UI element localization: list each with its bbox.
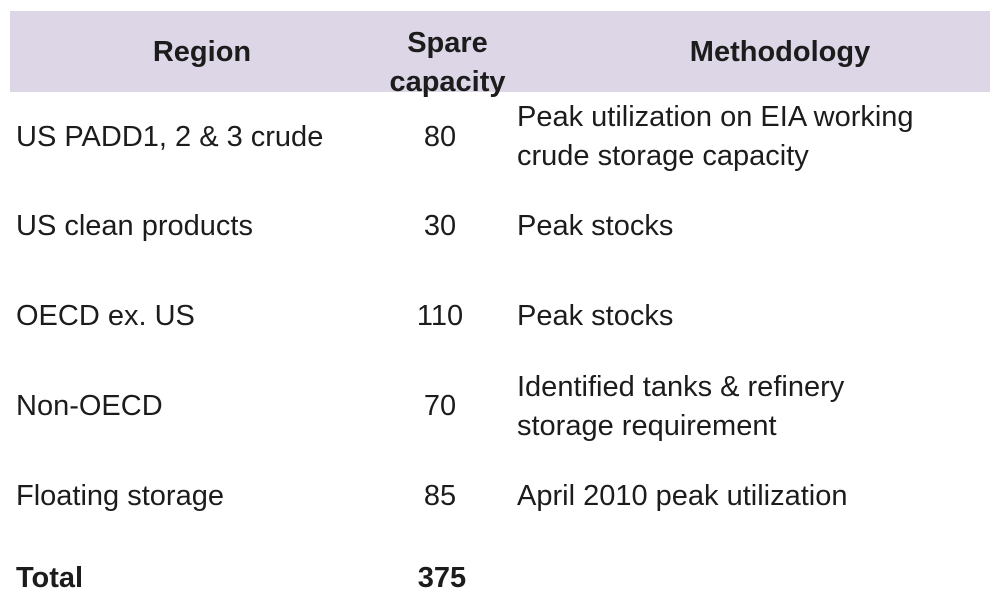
total-value: 375 <box>417 562 467 594</box>
total-label: Total <box>16 562 84 594</box>
row-region: US PADD1, 2 & 3 crude <box>16 121 324 153</box>
row-method-line1: Identified tanks & refinery <box>517 371 845 403</box>
header-spare-line1: Spare <box>407 27 488 59</box>
row-method-line1: Peak utilization on EIA working <box>517 101 914 133</box>
row-value: 85 <box>423 480 457 512</box>
row-region: Floating storage <box>16 480 224 512</box>
row-region: OECD ex. US <box>16 300 195 332</box>
row-method-line2: crude storage capacity <box>517 140 809 172</box>
table-header: Region Spare capacity Methodology <box>10 11 990 98</box>
row-method-line1: Peak stocks <box>517 300 674 332</box>
row-method-line1: April 2010 peak utilization <box>517 480 848 512</box>
row-value: 30 <box>423 210 457 242</box>
header-spare-line2: capacity <box>389 66 506 98</box>
row-method-line2: storage requirement <box>517 410 777 442</box>
header-region: Region <box>152 36 252 68</box>
row-value: 80 <box>423 121 457 153</box>
row-region: US clean products <box>16 210 253 242</box>
header-spare-capacity: Spare capacity <box>360 24 535 102</box>
row-method-line1: Peak stocks <box>517 210 674 242</box>
row-value: 110 <box>416 300 464 332</box>
header-methodology: Methodology <box>689 36 871 68</box>
row-value: 70 <box>423 390 457 422</box>
row-region: Non-OECD <box>16 390 163 422</box>
